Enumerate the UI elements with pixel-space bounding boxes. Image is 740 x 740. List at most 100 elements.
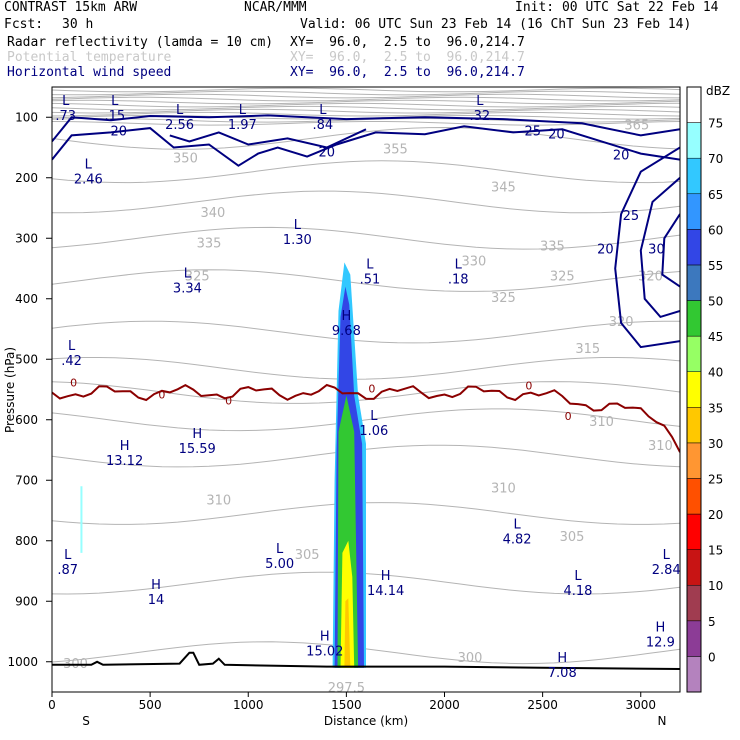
extremum-type-label: L: [319, 103, 327, 118]
extremum-type-label: L: [184, 267, 192, 282]
extremum-value-label: 12.9: [646, 636, 675, 651]
extremum-type-label: L: [239, 103, 247, 118]
model-title: CONTRAST 15km ARW: [4, 0, 138, 15]
colorbar-tick-label: 10: [708, 579, 723, 593]
extremum-value-label: 15.02: [306, 645, 343, 660]
theta-contour: [52, 320, 680, 344]
extremum-value-label: .15: [104, 109, 125, 124]
y-tick-label: 500: [15, 352, 38, 366]
y-axis-title: Pressure (hPa): [3, 347, 17, 433]
colorbar-tick-label: 75: [708, 117, 723, 131]
y-tick-label: 900: [15, 594, 38, 608]
wind-label: 20: [597, 242, 614, 257]
extremum-type-label: L: [476, 94, 484, 109]
theta-label: 325: [550, 270, 575, 285]
colorbar-swatch: [686, 442, 702, 479]
forecast-value: 30 h: [62, 17, 94, 32]
extremum-value-label: .87: [57, 563, 78, 578]
extremum-type-label: L: [574, 569, 582, 584]
theta-label: 355: [383, 143, 408, 158]
colorbar-swatch: [686, 549, 702, 586]
extremum-value-label: .84: [312, 118, 333, 133]
extremum-type-label: H: [381, 569, 391, 584]
colorbar-swatch: [686, 86, 702, 123]
field-theta-xy: XY= 96.0, 2.5 to 96.0,214.7: [290, 50, 525, 65]
field-wind-name: Horizontal wind speed: [7, 65, 172, 80]
theta-label: 325: [491, 291, 516, 306]
y-tick-label: 400: [15, 292, 38, 306]
extremum-value-label: 4.82: [503, 533, 532, 548]
extremum-value-label: 5.00: [265, 557, 294, 572]
y-tick-label: 200: [15, 171, 38, 185]
colorbar-tick-label: 50: [708, 295, 723, 309]
extremum-type-label: L: [64, 548, 72, 563]
colorbar-tick-label: 55: [708, 259, 723, 273]
extremum-type-label: L: [85, 158, 93, 173]
theta-contour: [52, 99, 680, 105]
colorbar-tick-label: 5: [708, 615, 716, 629]
theta-label: 310: [491, 481, 516, 496]
theta-label: 300: [458, 651, 483, 666]
colorbar-tick-label: 65: [708, 188, 723, 202]
colorbar-tick-label: 70: [708, 152, 723, 166]
colorbar-swatch: [686, 157, 702, 195]
extremum-type-label: H: [341, 309, 351, 324]
extremum-value-label: .42: [61, 354, 82, 369]
x-tick-label: 2500: [527, 698, 558, 712]
theta-label: 340: [201, 206, 226, 221]
y-tick-label: 600: [15, 413, 38, 427]
north-label: N: [658, 714, 667, 728]
extremum-type-label: H: [151, 578, 161, 593]
colorbar-swatch: [686, 300, 702, 337]
plot-area: 3653553503453403353353303253253253203203…: [52, 87, 681, 692]
extremum-value-label: 13.12: [106, 454, 143, 469]
colorbar-frame: [686, 86, 702, 693]
extremum-type-label: L: [62, 94, 70, 109]
x-tick-label: 3000: [625, 698, 656, 712]
extremum-value-label: 2.84: [652, 563, 681, 578]
plot-frame: [51, 86, 681, 693]
wind-label: 20: [613, 149, 630, 164]
isotherm-label: 0: [565, 410, 572, 423]
extremum-type-label: L: [68, 339, 76, 354]
theta-contour: [52, 121, 680, 126]
y-tick-label: 800: [15, 534, 38, 548]
theta-label: 320: [638, 270, 663, 285]
forecast-label: Fcst:: [4, 17, 44, 32]
colorbar-swatch: [686, 122, 702, 159]
y-tick-label: 700: [15, 473, 38, 487]
extremum-type-label: H: [320, 630, 330, 645]
isotherm-label: 0: [225, 395, 232, 408]
extremum-value-label: .51: [360, 273, 381, 288]
extremum-value-label: .73: [55, 109, 76, 124]
colorbar-tick-label: 60: [708, 223, 723, 237]
extremum-value-label: 4.18: [563, 584, 592, 599]
colorbar-swatch: [686, 335, 702, 372]
colorbar-tick-label: 20: [708, 508, 723, 522]
theta-contour: [52, 126, 680, 150]
colorbar-swatch: [686, 371, 702, 408]
theta-contour: [52, 105, 680, 111]
wind-contour: [639, 177, 680, 319]
theta-contour: [52, 357, 680, 380]
isotherm-label: 0: [70, 376, 77, 389]
field-reflectivity-name: Radar reflectivity (lamda = 10 cm): [7, 35, 274, 50]
extremum-value-label: 1.06: [359, 424, 388, 439]
theta-label: 330: [462, 254, 487, 269]
wind-label: 20: [548, 127, 565, 142]
x-tick-label: 500: [139, 698, 162, 712]
extremum-type-label: L: [294, 218, 302, 233]
extremum-type-label: L: [370, 409, 378, 424]
wind-contour: [52, 114, 680, 143]
colorbar-tick-label: 0: [708, 650, 716, 664]
extremum-type-label: H: [192, 427, 202, 442]
x-tick-label: 2000: [429, 698, 460, 712]
extremum-value-label: 14: [148, 593, 165, 608]
theta-label: 335: [540, 239, 565, 254]
extremum-value-label: 3.34: [173, 282, 202, 297]
wind-contour: [169, 128, 367, 149]
theta-contour: [52, 108, 680, 114]
theta-contour: [52, 160, 680, 184]
south-label: S: [82, 714, 90, 728]
